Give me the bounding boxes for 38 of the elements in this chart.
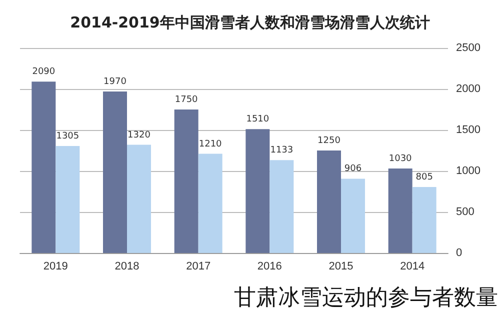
bar (127, 144, 151, 253)
text: 甘肃冰雪运动的参与者数量 (234, 286, 498, 310)
data-label: 2090 (32, 67, 56, 78)
bar (341, 178, 365, 253)
data-label: 1970 (104, 76, 127, 87)
x-tick-label: 2019 (43, 260, 68, 272)
y-tick-label: 0 (456, 247, 462, 259)
x-tick-label: 2015 (328, 260, 354, 272)
x-tick-label: 2018 (114, 260, 140, 272)
bar (198, 154, 222, 253)
data-label: 1510 (246, 114, 270, 125)
bar (174, 110, 198, 253)
bar (270, 160, 294, 253)
bar (412, 186, 436, 253)
x-tick-label: 2017 (186, 260, 211, 272)
bar (317, 150, 341, 253)
x-tick-label: 2014 (400, 260, 425, 272)
bar (32, 82, 56, 253)
data-label: 805 (416, 172, 433, 182)
data-label: 906 (344, 164, 362, 174)
y-tick-label: 2500 (456, 42, 480, 54)
bar (388, 168, 412, 253)
bar (56, 146, 80, 253)
data-label: 1305 (56, 131, 80, 142)
data-label: 1210 (198, 139, 222, 150)
chart-title: 2014-2019年中国滑雪者人数和滑雪场滑雪人次统计 (70, 14, 430, 32)
data-label: 1030 (388, 154, 412, 164)
data-label: 1320 (128, 130, 151, 140)
bar (103, 91, 127, 253)
data-label: 1750 (174, 95, 198, 105)
data-label: 1133 (270, 146, 294, 156)
bar (246, 129, 270, 253)
y-tick-label: 2000 (456, 83, 480, 95)
y-tick-label: 500 (456, 206, 474, 218)
data-label: 1250 (318, 136, 341, 146)
y-tick-label: 1500 (456, 124, 480, 136)
x-tick-label: 2016 (257, 260, 282, 272)
y-tick-label: 1000 (456, 165, 480, 177)
